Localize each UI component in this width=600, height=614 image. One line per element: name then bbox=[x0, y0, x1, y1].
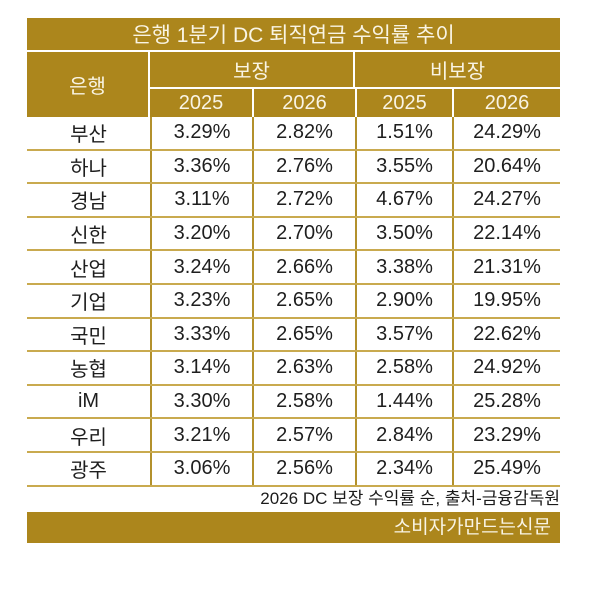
value-cell: 3.23% bbox=[150, 284, 252, 317]
value-cell: 24.92% bbox=[452, 352, 560, 384]
value-cell: 21.31% bbox=[452, 251, 560, 283]
value-cell: 22.14% bbox=[452, 217, 560, 250]
value-cell: 2.72% bbox=[252, 184, 355, 216]
value-cell: 2.57% bbox=[252, 419, 355, 451]
header-year-nonguaranteed-2025: 2025 bbox=[355, 87, 452, 117]
value-cell: 3.24% bbox=[150, 251, 252, 283]
table-row: 경남 3.11% 2.72% 4.67% 24.27% bbox=[27, 184, 560, 218]
value-cell: 22.62% bbox=[452, 318, 560, 351]
value-cell: 2.34% bbox=[355, 452, 452, 485]
value-cell: 2.65% bbox=[252, 284, 355, 317]
table-title: 은행 1분기 DC 퇴직연금 수익률 추이 bbox=[27, 18, 560, 50]
value-cell: 2.56% bbox=[252, 452, 355, 485]
value-cell: 2.66% bbox=[252, 251, 355, 283]
table-row: 광주 3.06% 2.56% 2.34% 25.49% bbox=[27, 452, 560, 487]
bank-cell: 기업 bbox=[70, 292, 107, 315]
value-cell: 1.51% bbox=[355, 117, 452, 149]
value-cell: 2.58% bbox=[252, 385, 355, 418]
bank-cell: 우리 bbox=[70, 426, 107, 449]
value-cell: 2.84% bbox=[355, 419, 452, 451]
bank-cell: 농협 bbox=[70, 359, 107, 382]
header-group-nonguaranteed: 비보장 bbox=[355, 52, 560, 87]
value-cell: 3.29% bbox=[150, 117, 252, 149]
table-row: 국민 3.33% 2.65% 3.57% 22.62% bbox=[27, 318, 560, 353]
table-header: 은행 보장 비보장 2025 2026 2025 2026 bbox=[27, 52, 560, 117]
value-cell: 3.55% bbox=[355, 150, 452, 183]
value-cell: 24.29% bbox=[452, 117, 560, 149]
value-cell: 3.57% bbox=[355, 318, 452, 351]
value-cell: 3.50% bbox=[355, 217, 452, 250]
table-row: iM 3.30% 2.58% 1.44% 25.28% bbox=[27, 385, 560, 420]
table-row: 기업 3.23% 2.65% 2.90% 19.95% bbox=[27, 284, 560, 319]
bank-cell: 경남 bbox=[70, 191, 107, 214]
value-cell: 3.14% bbox=[150, 352, 252, 384]
value-cell: 2.70% bbox=[252, 217, 355, 250]
pension-table: 은행 1분기 DC 퇴직연금 수익률 추이 은행 보장 비보장 2025 202… bbox=[27, 18, 560, 487]
source-note: 2026 DC 보장 수익률 순, 출처-금융감독원 bbox=[260, 489, 560, 508]
bank-cell: 신한 bbox=[70, 225, 107, 248]
value-cell: 4.67% bbox=[355, 184, 452, 216]
table-row: 신한 3.20% 2.70% 3.50% 22.14% bbox=[27, 217, 560, 252]
value-cell: 3.36% bbox=[150, 150, 252, 183]
bank-cell: 국민 bbox=[70, 325, 107, 348]
value-cell: 23.29% bbox=[452, 419, 560, 451]
bank-cell: 산업 bbox=[70, 258, 107, 281]
value-cell: 20.64% bbox=[452, 150, 560, 183]
table-row: 우리 3.21% 2.57% 2.84% 23.29% bbox=[27, 419, 560, 453]
table-row: 하나 3.36% 2.76% 3.55% 20.64% bbox=[27, 150, 560, 185]
value-cell: 3.06% bbox=[150, 452, 252, 485]
value-cell: 2.65% bbox=[252, 318, 355, 351]
table-row: 농협 3.14% 2.63% 2.58% 24.92% bbox=[27, 352, 560, 386]
value-cell: 2.58% bbox=[355, 352, 452, 384]
value-cell: 2.76% bbox=[252, 150, 355, 183]
value-cell: 19.95% bbox=[452, 284, 560, 317]
header-year-guaranteed-2026: 2026 bbox=[252, 87, 355, 117]
brand-bar: 소비자가만드는신문 bbox=[27, 512, 560, 543]
value-cell: 3.21% bbox=[150, 419, 252, 451]
bank-cell: 하나 bbox=[70, 157, 107, 180]
brand-name: 소비자가만드는신문 bbox=[393, 517, 551, 538]
value-cell: 1.44% bbox=[355, 385, 452, 418]
header-group-guaranteed: 보장 bbox=[150, 52, 355, 87]
value-cell: 3.11% bbox=[150, 184, 252, 216]
value-cell: 2.90% bbox=[355, 284, 452, 317]
table-row: 부산 3.29% 2.82% 1.51% 24.29% bbox=[27, 117, 560, 151]
value-cell: 3.33% bbox=[150, 318, 252, 351]
value-cell: 25.28% bbox=[452, 385, 560, 418]
bank-cell: 부산 bbox=[70, 124, 107, 147]
bank-cell: 광주 bbox=[70, 460, 107, 483]
value-cell: 3.20% bbox=[150, 217, 252, 250]
value-cell: 24.27% bbox=[452, 184, 560, 216]
value-cell: 3.30% bbox=[150, 385, 252, 418]
header-year-nonguaranteed-2026: 2026 bbox=[452, 87, 560, 117]
table-body: 부산 3.29% 2.82% 1.51% 24.29% 하나 3.36% 2.76% 3.55… bbox=[27, 117, 560, 487]
header-year-guaranteed-2025: 2025 bbox=[150, 87, 252, 117]
value-cell: 2.82% bbox=[252, 117, 355, 149]
value-cell: 25.49% bbox=[452, 452, 560, 485]
value-cell: 3.38% bbox=[355, 251, 452, 283]
bank-cell: iM bbox=[77, 390, 100, 413]
value-cell: 2.63% bbox=[252, 352, 355, 384]
table-row: 산업 3.24% 2.66% 3.38% 21.31% bbox=[27, 251, 560, 285]
header-bank: 은행 bbox=[27, 52, 150, 117]
